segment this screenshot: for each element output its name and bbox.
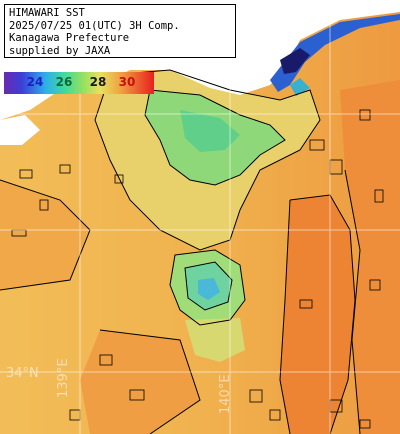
lat-label-34n: 34°N	[6, 366, 39, 381]
colorbar-tick-26: 26	[55, 75, 73, 89]
warm-band-south	[80, 330, 200, 434]
cool-eddy-center	[198, 278, 220, 300]
warm-band-east	[280, 195, 355, 434]
colorbar-tick-30: 30	[118, 75, 136, 89]
cooler-core	[180, 110, 240, 152]
cold-coast-fringe	[290, 78, 310, 96]
info-box: HIMAWARI SST 2025/07/25 01(UTC) 3H Comp.…	[4, 4, 236, 58]
land-izu-tip	[0, 115, 40, 145]
timestamp: 2025/07/25 01(UTC) 3H Comp.	[9, 19, 180, 32]
coldest-bay-head	[280, 48, 310, 74]
colorbar-tick-28: 28	[89, 75, 107, 89]
lon-label-139e: 139°E	[56, 358, 71, 398]
warm-band-far-east	[340, 80, 400, 434]
colorbar-gradient	[4, 72, 154, 94]
sst-contours	[0, 69, 361, 434]
colorbar-tick-24: 24	[26, 75, 44, 89]
credit-line: supplied by JAXA	[9, 44, 111, 57]
product-title: HIMAWARI SST	[9, 7, 85, 19]
region-name: Kanagawa Prefecture	[9, 32, 130, 44]
lon-label-140e: 140°E	[218, 374, 233, 414]
temperature-colorbar: 24 26 28 30	[4, 72, 154, 94]
